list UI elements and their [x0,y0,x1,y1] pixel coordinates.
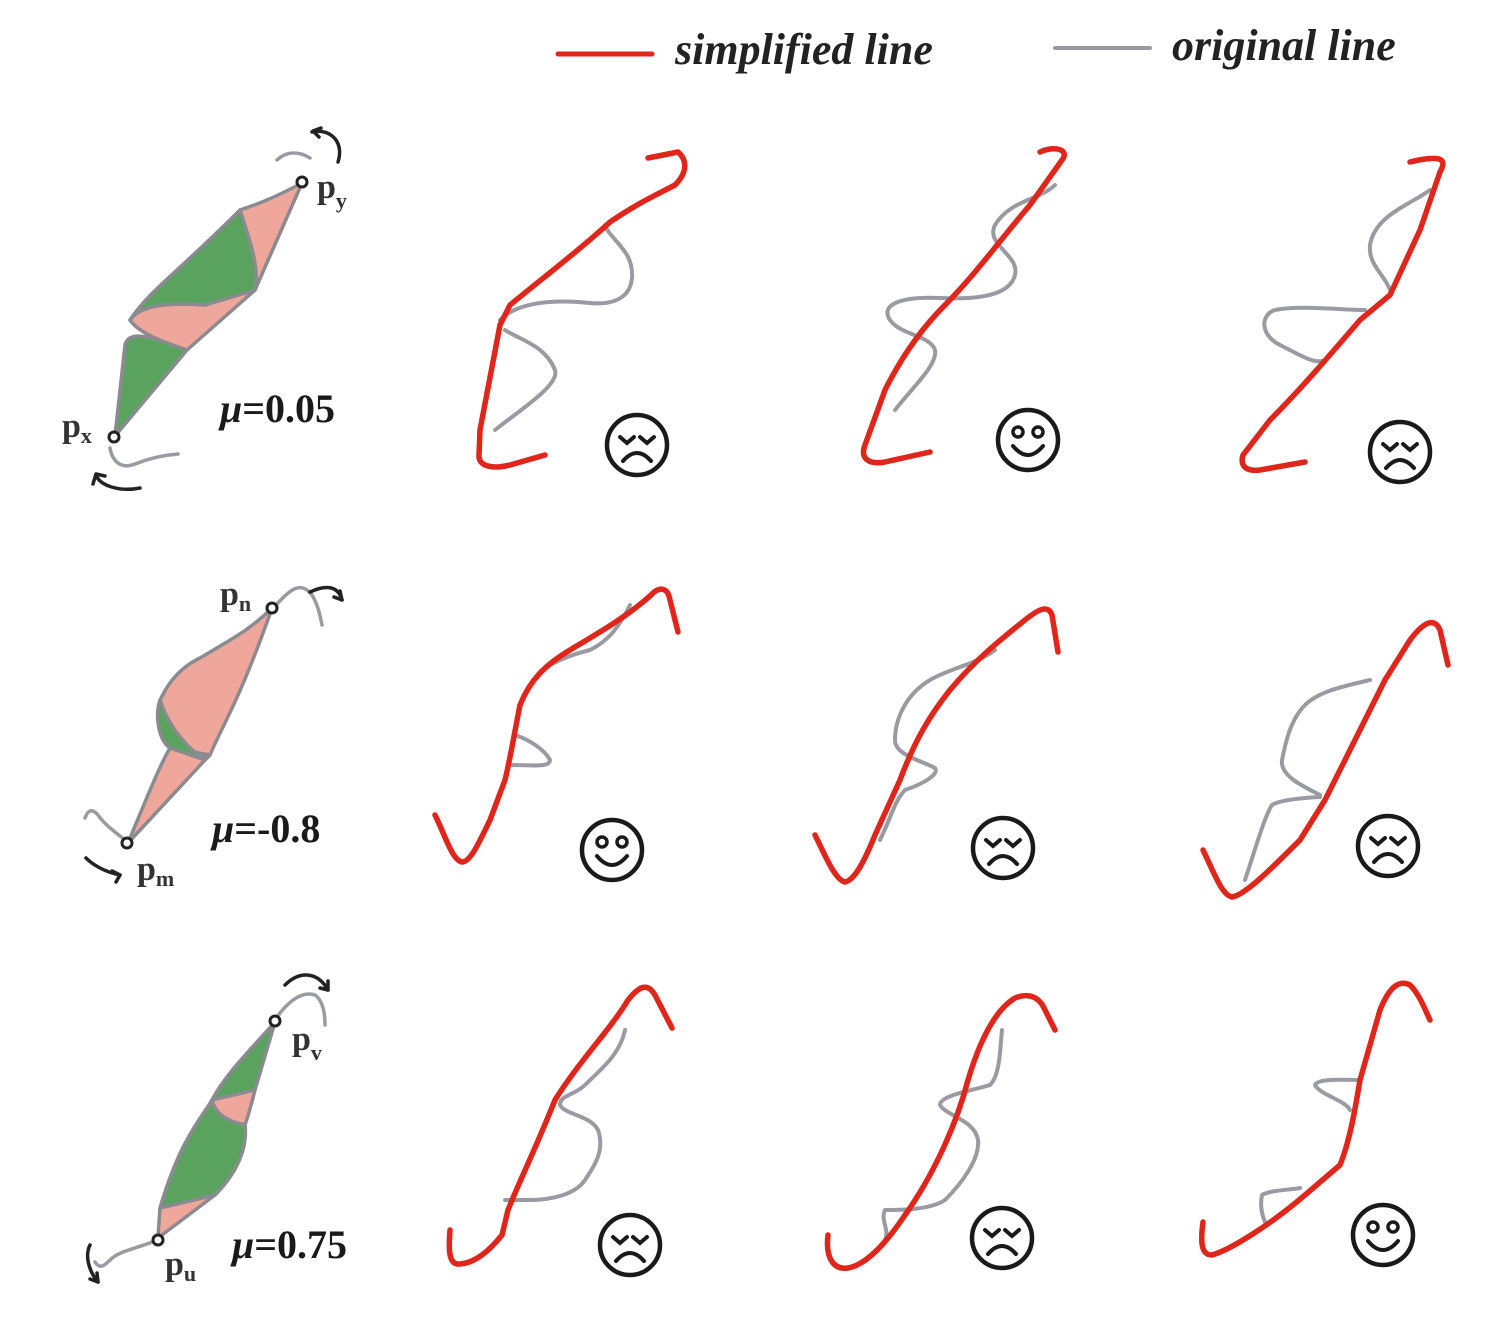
point-label-end-row-1: py [317,169,347,213]
point-label-end-row-3: pv [292,1021,322,1065]
panel-row-1-col-3 [1239,155,1446,485]
endpoint-start-row-1 [107,430,121,444]
happy-face-icon [995,407,1061,473]
point-label-start-row-2: pm [137,851,174,891]
sad-face-icon [597,1212,663,1278]
panel-row-3-col-1 [446,984,675,1278]
row-2: pm pn μ=-0.8 [83,576,1451,900]
area-diagram-row-2: pm pn μ=-0.8 [83,576,344,891]
mu-label-row-3: μ=0.75 [230,1222,347,1267]
panel-row-3-col-3 [1198,980,1433,1268]
point-label-end-row-2: pn [220,576,251,616]
row-3: pu pv μ=0.75 [85,973,1433,1286]
sad-face-icon [969,1205,1035,1271]
area-diagram-row-1: px py μ=0.05 [62,126,347,491]
row-1: px py μ=0.05 [62,126,1446,491]
endpoint-end-row-2 [265,601,279,615]
mu-label-row-2: μ=-0.8 [210,806,320,851]
point-label-start-row-1: px [62,408,92,448]
legend-original-label: original line [1172,21,1396,70]
happy-face-icon [1350,1202,1416,1268]
panel-row-1-col-2 [860,146,1067,473]
endpoint-end-row-3 [268,1014,282,1028]
panel-row-2-col-3 [1200,619,1451,900]
legend: simplified line original line [555,21,1396,74]
point-label-start-row-3: pu [165,1246,196,1286]
happy-face-icon [579,817,645,883]
sad-face-icon [604,412,670,478]
panel-row-2-col-1 [432,586,681,883]
mu-label-row-1: μ=0.05 [218,386,335,431]
sad-face-icon [970,815,1036,881]
legend-simplified-label: simplified line [674,25,933,74]
endpoint-start-row-3 [151,1233,165,1247]
area-diagram-row-3: pu pv μ=0.75 [85,973,347,1286]
endpoint-start-row-2 [120,836,134,850]
sad-face-icon [1367,419,1433,485]
panel-row-1-col-1 [476,149,688,478]
panel-row-2-col-2 [812,606,1061,885]
panel-row-3-col-2 [824,992,1058,1271]
sad-face-icon [1355,813,1421,879]
endpoint-end-row-1 [295,175,309,189]
